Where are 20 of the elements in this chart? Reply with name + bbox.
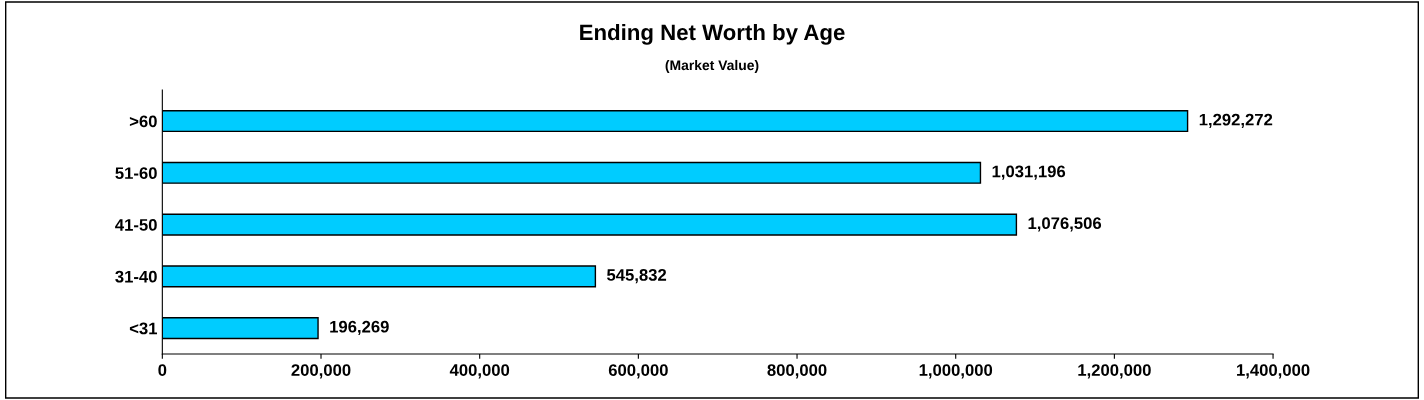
- chart-title: Ending Net Worth by Age: [580, 23, 845, 45]
- x-tick-label: 1,000,000: [919, 364, 993, 379]
- x-tick-label: 600,000: [608, 364, 668, 379]
- data-label: 1,031,196: [992, 165, 1066, 180]
- data-label: 1,292,272: [1199, 113, 1273, 128]
- x-tick-label: 0: [158, 364, 167, 376]
- x-tick-label: 1,200,000: [1078, 364, 1151, 379]
- data-label: 1,076,506: [1028, 217, 1102, 232]
- x-tick-label: 1,400,000: [1237, 364, 1310, 379]
- y-tick-label: >60: [129, 115, 157, 128]
- y-tick-label: 51-60: [115, 167, 157, 180]
- x-tick-label: 800,000: [767, 364, 827, 379]
- x-tick-label: 200,000: [291, 364, 351, 379]
- data-label: 545,832: [607, 269, 667, 284]
- data-label: 196,269: [330, 320, 389, 336]
- y-tick-label: 31-40: [115, 270, 157, 283]
- x-tick-label: 400,000: [449, 364, 510, 379]
- y-tick-label: 41-50: [115, 218, 157, 231]
- chart-subtitle: (Market Value): [665, 59, 759, 73]
- y-tick-label: <31: [129, 322, 158, 335]
